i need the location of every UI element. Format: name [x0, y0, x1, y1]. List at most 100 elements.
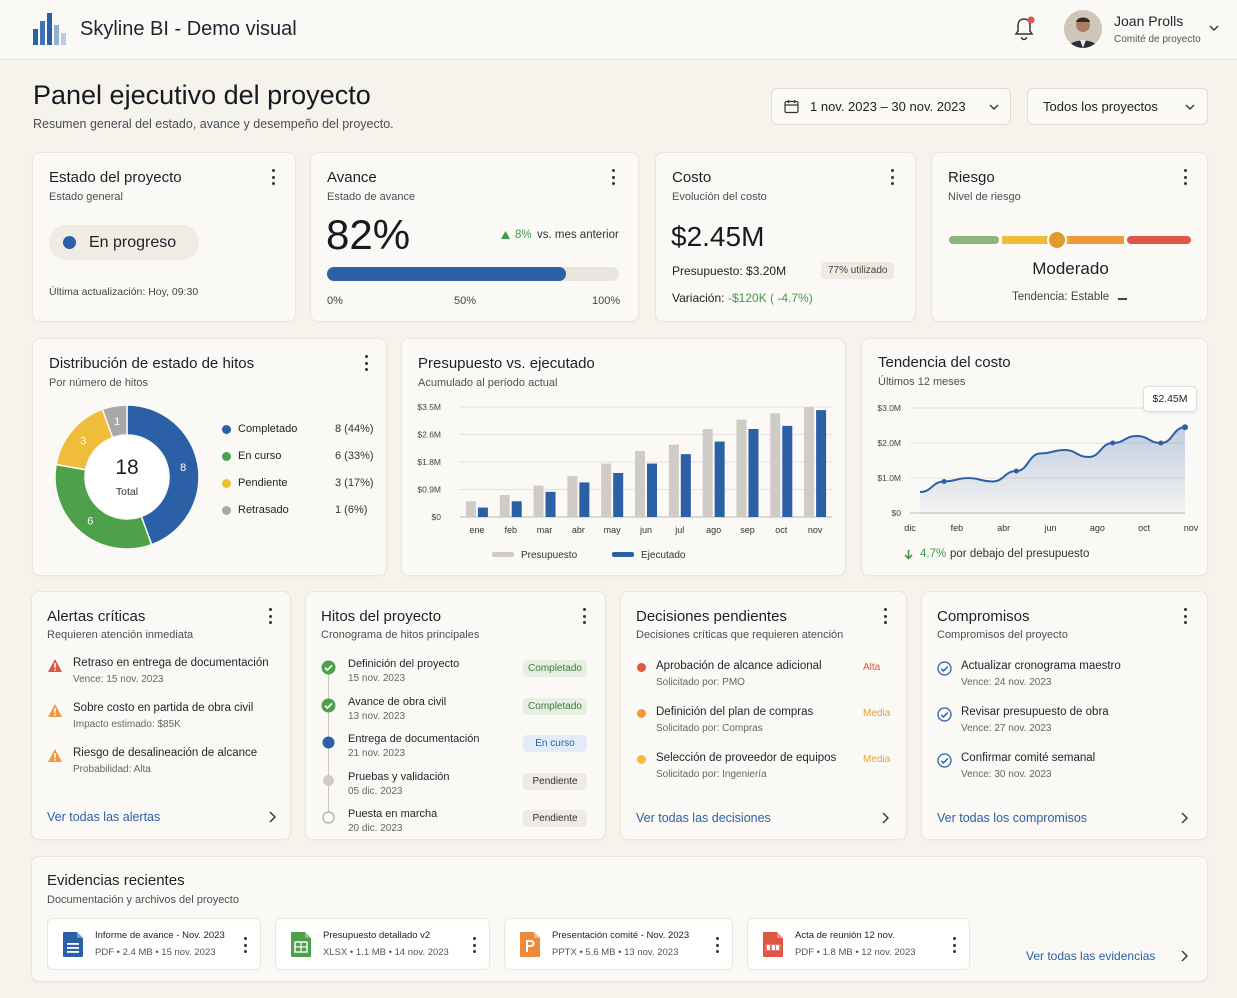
- status-dot-icon: [63, 236, 76, 249]
- data-point[interactable]: [941, 479, 947, 484]
- card-subtitle: Por número de hitos: [49, 377, 149, 389]
- bar-presupuesto-ago[interactable]: [702, 429, 713, 517]
- alert-title[interactable]: Riesgo de desalineación de alcance: [73, 747, 258, 759]
- legend-label: Pendiente: [238, 477, 288, 489]
- chevron-down-icon[interactable]: [1208, 23, 1220, 33]
- bar-presupuesto-oct[interactable]: [770, 413, 781, 517]
- donut-slice-retrasado[interactable]: [101, 404, 128, 439]
- bar-presupuesto-jul[interactable]: [668, 444, 679, 517]
- arrow-up-icon: [501, 231, 510, 239]
- chevron-right-icon[interactable]: [881, 812, 889, 824]
- bar-presupuesto-may[interactable]: [601, 463, 612, 517]
- ver-compromisos-link[interactable]: Ver todas los compromisos: [937, 811, 1088, 825]
- more-options-icon[interactable]: [269, 608, 273, 624]
- avatar[interactable]: [1064, 10, 1102, 48]
- bar-ejecutado-jun[interactable]: [647, 463, 657, 517]
- commitment-title[interactable]: Actualizar cronograma maestro: [961, 660, 1121, 672]
- commitment-title[interactable]: Confirmar comité semanal: [961, 752, 1096, 764]
- more-options-icon[interactable]: [612, 169, 616, 185]
- bar-presupuesto-abr[interactable]: [567, 476, 578, 517]
- decision-title[interactable]: Definición del plan de compras: [656, 706, 814, 718]
- more-options-icon[interactable]: [365, 355, 369, 371]
- bar-ejecutado-feb[interactable]: [511, 501, 522, 517]
- card-subtitle: Cronograma de hitos principales: [321, 629, 480, 641]
- y-tick-label: $2.0M: [877, 438, 901, 448]
- alert-title[interactable]: Retraso en entrega de documentación: [73, 657, 269, 669]
- hitos-distribution-card: Distribución de estado de hitos Por núme…: [32, 338, 387, 576]
- x-tick-label: feb: [951, 523, 964, 533]
- bar-presupuesto-mar[interactable]: [533, 485, 544, 517]
- legend-label: Presupuesto: [521, 550, 578, 561]
- bar-ejecutado-nov[interactable]: [816, 410, 827, 517]
- card-subtitle: Estado general: [49, 191, 123, 203]
- ver-decisiones-link[interactable]: Ver todas las decisiones: [636, 811, 771, 825]
- app-title: Skyline BI - Demo visual: [80, 18, 297, 40]
- bar-ejecutado-mar[interactable]: [545, 491, 556, 517]
- more-options-icon[interactable]: [1184, 608, 1188, 624]
- data-point[interactable]: [1013, 468, 1019, 474]
- decision-title[interactable]: Aprobación de alcance adicional: [656, 660, 822, 672]
- more-options-icon[interactable]: [272, 169, 276, 185]
- data-point[interactable]: [1158, 440, 1164, 446]
- more-options-icon[interactable]: [884, 608, 888, 624]
- bar-presupuesto-feb[interactable]: [499, 495, 510, 517]
- hito-title[interactable]: Pruebas y validación: [348, 770, 450, 783]
- bar-ejecutado-sep[interactable]: [748, 429, 759, 517]
- evidence-file[interactable]: Informe de avance - Nov. 2023 PDF • 2.4 M…: [47, 918, 261, 970]
- hito-title[interactable]: Entrega de documentación: [348, 733, 480, 745]
- bar-presupuesto-ene[interactable]: [465, 501, 476, 517]
- legend-value: 6 (33%): [335, 450, 374, 462]
- chevron-right-icon[interactable]: [1180, 950, 1188, 962]
- bar-ejecutado-ene[interactable]: [477, 507, 488, 517]
- page-subtitle: Resumen general del estado, avance y des…: [33, 117, 394, 131]
- data-point[interactable]: [1182, 424, 1188, 431]
- file-meta: PDF • 2.4 MB • 15 nov. 2023: [95, 947, 216, 958]
- bar-ejecutado-oct[interactable]: [782, 425, 793, 517]
- bar-ejecutado-may[interactable]: [613, 473, 624, 517]
- bar-ejecutado-abr[interactable]: [579, 482, 590, 517]
- bar-ejecutado-jul[interactable]: [680, 454, 691, 517]
- more-options-icon[interactable]: [1184, 169, 1188, 185]
- more-options-icon[interactable]: [953, 937, 957, 953]
- ver-alertas-link[interactable]: Ver todas las alertas: [47, 810, 161, 824]
- evidence-file[interactable]: Presupuesto detallado v2 XLSX • 1.1 MB • …: [275, 918, 490, 970]
- donut-slice-en-curso[interactable]: [54, 463, 153, 550]
- ver-evidencias-link[interactable]: Ver todas las evidencias: [1026, 949, 1156, 963]
- x-tick-label: ene: [469, 525, 484, 535]
- bar-presupuesto-jun[interactable]: [635, 451, 645, 517]
- more-options-icon[interactable]: [891, 169, 895, 185]
- notifications-bell-icon[interactable]: [1012, 16, 1036, 42]
- commitment-title[interactable]: Revisar presupuesto de obra: [961, 706, 1109, 718]
- more-options-icon[interactable]: [583, 608, 587, 624]
- tendencia-footer-value: 4.7%: [920, 548, 947, 560]
- hito-title[interactable]: Puesta en marcha: [348, 808, 438, 820]
- bar-ejecutado-ago[interactable]: [714, 441, 725, 517]
- donut-data-label: 8: [180, 462, 186, 474]
- data-point[interactable]: [1110, 440, 1116, 446]
- more-options-icon[interactable]: [716, 937, 720, 953]
- chevron-right-icon[interactable]: [1180, 812, 1188, 824]
- evidence-file[interactable]: Acta de reunión 12 nov. PDF • 1.8 MB • 12…: [747, 918, 970, 970]
- legend-dot-icon: [222, 479, 231, 488]
- date-range-select[interactable]: 1 nov. 2023 – 30 nov. 2023: [771, 88, 1011, 125]
- check-circle-outline-icon[interactable]: [937, 707, 952, 722]
- chevron-right-icon[interactable]: [268, 811, 276, 823]
- evidence-file[interactable]: Presentación comité - Nov. 2023 PPTX • 5.…: [504, 918, 733, 970]
- alert-title[interactable]: Sobre costo en partida de obra civil: [73, 702, 254, 714]
- donut-slice-completado[interactable]: [126, 404, 200, 546]
- decision-title[interactable]: Selección de proveedor de equipos: [656, 752, 837, 764]
- bar-presupuesto-nov[interactable]: [804, 407, 815, 517]
- project-select[interactable]: Todos los proyectos: [1027, 88, 1208, 125]
- page-title: Panel ejecutivo del proyecto: [33, 80, 371, 110]
- donut-chart: 8 6 3 1: [54, 404, 200, 550]
- card-title: Costo: [672, 169, 712, 186]
- hito-title[interactable]: Avance de obra civil: [348, 695, 447, 708]
- hito-title[interactable]: Definición del proyecto: [348, 658, 460, 670]
- bar-presupuesto-sep[interactable]: [736, 419, 747, 517]
- check-circle-outline-icon[interactable]: [937, 753, 952, 768]
- check-circle-outline-icon[interactable]: [937, 661, 952, 676]
- trend-line[interactable]: [919, 426, 1186, 493]
- more-options-icon[interactable]: [244, 937, 248, 953]
- more-options-icon[interactable]: [473, 937, 477, 953]
- card-title: Presupuesto vs. ejecutado: [418, 355, 595, 372]
